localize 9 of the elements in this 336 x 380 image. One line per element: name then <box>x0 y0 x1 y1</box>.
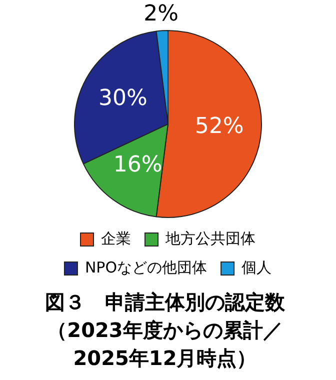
legend-label: 個人 <box>242 258 272 276</box>
data-label: 2% <box>144 1 179 26</box>
legend-label: 地方公共団体 <box>164 229 256 248</box>
legend-label: 企業 <box>101 229 131 248</box>
data-label: 52% <box>194 114 244 139</box>
text: 図３ 申請主体別の認定数（2023年度からの累計／2025年12月時点） <box>44 289 286 372</box>
data-label: 16% <box>113 152 162 178</box>
data-label: 30% <box>98 86 148 111</box>
legend-label: NPOなどの他団体 <box>84 258 208 276</box>
